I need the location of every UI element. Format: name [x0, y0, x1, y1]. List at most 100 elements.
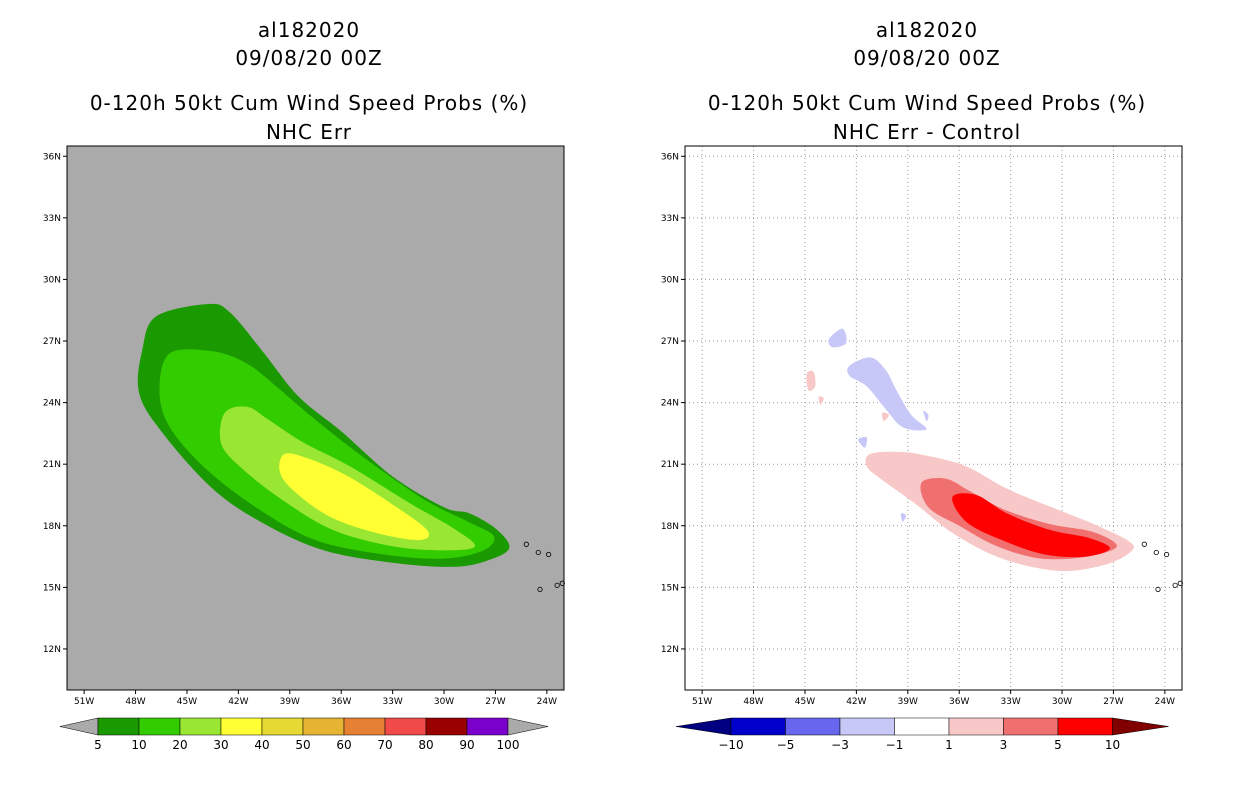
plot-area	[685, 146, 1182, 690]
contour-level--1	[847, 357, 927, 431]
lat-tick-label: 21N	[43, 460, 61, 470]
lat-tick-label: 33N	[43, 214, 61, 224]
island-outline	[523, 541, 529, 547]
island-outline	[537, 586, 543, 593]
contour-level--1	[923, 410, 929, 422]
init-time-title: 09/08/20 00Z	[235, 46, 383, 70]
colorbar-label: −3	[831, 738, 849, 752]
island-outline	[1141, 541, 1147, 547]
plot-frame	[684, 145, 1183, 691]
lat-tick-label: 15N	[43, 583, 61, 593]
colorbar-box	[302, 717, 345, 736]
lon-tick-label: 45W	[795, 697, 815, 707]
init-time-title: 09/08/20 00Z	[853, 46, 1001, 70]
colorbar-box	[785, 717, 841, 736]
lon-tick-label: 27W	[485, 697, 505, 707]
colorbar-box	[343, 717, 386, 736]
colorbar-box	[466, 717, 509, 736]
lon-tick-label: 36W	[331, 697, 351, 707]
right-panel: al182020 09/08/20 00Z 0-120h 50kt Cum Wi…	[618, 0, 1236, 800]
storm-id-title: al182020	[875, 18, 979, 42]
colorbar-label: 10	[131, 738, 146, 752]
lat-tick-label: 36N	[661, 152, 679, 162]
island-outline	[545, 551, 552, 558]
lon-tick-label: 39W	[280, 697, 300, 707]
contour-level-1	[806, 370, 816, 391]
lat-tick-label: 30N	[43, 275, 61, 285]
colorbar-box	[97, 717, 140, 736]
island-outline	[1153, 549, 1159, 556]
storm-id-title: al182020	[257, 18, 361, 42]
colorbar-box	[1057, 717, 1113, 736]
lon-tick-label: 51W	[74, 697, 94, 707]
colorbar-label: −1	[886, 738, 904, 752]
colorbar-box	[948, 717, 1004, 736]
lat-tick-label: 15N	[661, 583, 679, 593]
island-outline	[554, 582, 560, 588]
lat-tick-label: 33N	[661, 214, 679, 224]
lat-tick-label: 30N	[661, 275, 679, 285]
plot-frame	[66, 145, 565, 691]
colorbar-label: 90	[459, 738, 474, 752]
probability-map: 51W 48W 45W 42W 39W 36W 33W 30W 27W 24W 36N 33N 30N 2…	[43, 145, 565, 752]
colorbar-label: 100	[497, 738, 520, 752]
lon-tick-label: 39W	[898, 697, 918, 707]
lon-tick-label: 24W	[537, 697, 557, 707]
contour-level-1	[881, 412, 889, 422]
colorbar-box	[839, 717, 895, 736]
colorbar-label: 60	[336, 738, 351, 752]
lon-tick-label: 30W	[1052, 697, 1072, 707]
lat-tick-label: 21N	[661, 460, 679, 470]
lat-tick-label: 18N	[661, 522, 679, 532]
colorbar-label: 50	[295, 738, 310, 752]
colorbar-box	[261, 717, 304, 736]
colorbar-label: 80	[418, 738, 433, 752]
colorbar-label: 40	[254, 738, 269, 752]
chart-subtitle: NHC Err - Control	[832, 120, 1022, 144]
lat-tick-label: 24N	[661, 399, 679, 409]
lon-tick-label: 45W	[177, 697, 197, 707]
island-outline	[535, 549, 541, 556]
colorbar-box	[894, 717, 950, 736]
island-outline	[1163, 551, 1170, 558]
colorbar-end-left	[59, 717, 99, 736]
lat-tick-label: 12N	[43, 645, 61, 655]
lat-tick-label: 24N	[43, 399, 61, 409]
contour-level--1	[900, 513, 907, 522]
lon-tick-label: 36W	[949, 697, 969, 707]
contour-level-5	[952, 493, 1111, 558]
lat-tick-label: 12N	[661, 645, 679, 655]
colorbar-label: 3	[1000, 738, 1008, 752]
colorbar-label: 20	[172, 738, 187, 752]
left-panel: al182020 09/08/20 00Z 0-120h 50kt Cum Wi…	[43, 18, 565, 752]
colorbar-label: −5	[777, 738, 795, 752]
colorbar-label: 5	[94, 738, 102, 752]
colorbar-box	[425, 717, 468, 736]
lat-tick-label: 27N	[661, 337, 679, 347]
colorbar-label: 10	[1105, 738, 1120, 752]
lat-tick-label: 36N	[43, 152, 61, 162]
contour-level--1	[828, 328, 847, 348]
island-outline	[1155, 586, 1161, 593]
lon-tick-label: 33W	[382, 697, 402, 707]
lon-tick-label: 33W	[1000, 697, 1020, 707]
lat-tick-label: 27N	[43, 337, 61, 347]
lon-tick-label: 48W	[125, 697, 145, 707]
colorbar-box	[730, 717, 786, 736]
lon-tick-label: 48W	[743, 697, 763, 707]
colorbar-box	[220, 717, 263, 736]
colorbar-end-right	[1112, 717, 1169, 736]
lon-tick-label: 42W	[228, 697, 248, 707]
difference-map: 51W 48W 45W 42W 39W 36W 33W 30W 27W 24W 36N 33N 30N 2…	[661, 145, 1183, 752]
colorbar-end-left	[675, 717, 732, 736]
colorbar-box	[138, 717, 181, 736]
lon-tick-label: 42W	[846, 697, 866, 707]
lon-tick-label: 30W	[434, 697, 454, 707]
lon-tick-label: 24W	[1155, 697, 1175, 707]
chart-title: 0-120h 50kt Cum Wind Speed Probs (%)	[707, 91, 1147, 115]
colorbar-box	[179, 717, 222, 736]
chart-subtitle: NHC Err	[265, 120, 353, 144]
colorbar-box	[1003, 717, 1059, 736]
colorbar-label: −10	[718, 738, 743, 752]
colorbar-label: 30	[213, 738, 228, 752]
